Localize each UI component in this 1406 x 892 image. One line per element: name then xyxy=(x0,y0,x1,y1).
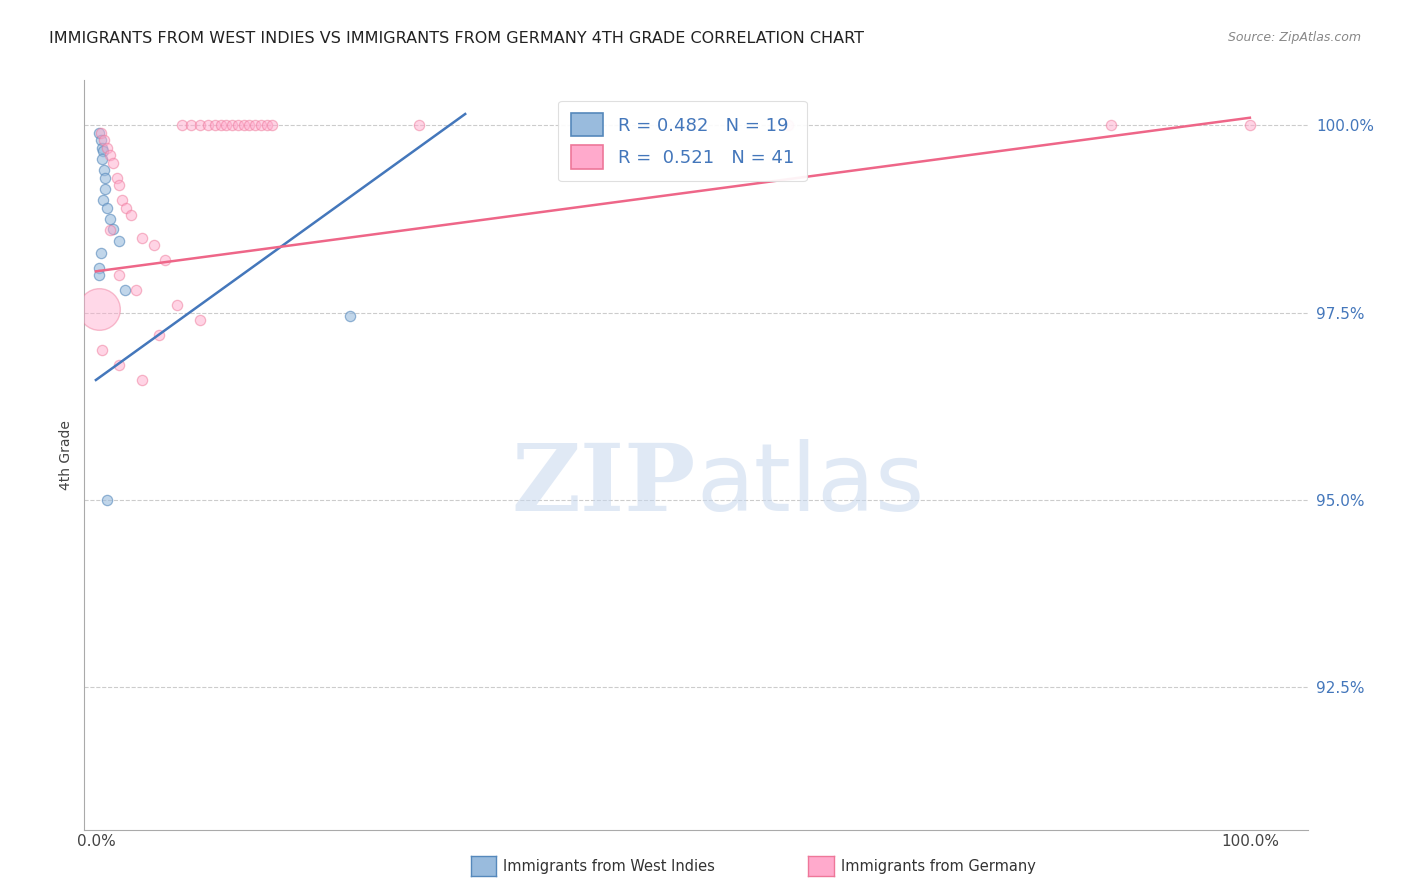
Text: IMMIGRANTS FROM WEST INDIES VS IMMIGRANTS FROM GERMANY 4TH GRADE CORRELATION CHA: IMMIGRANTS FROM WEST INDIES VS IMMIGRANT… xyxy=(49,31,865,46)
Point xyxy=(131,230,153,244)
Point xyxy=(89,126,111,140)
Point xyxy=(90,152,112,166)
Legend: R = 0.482   N = 19, R =  0.521   N = 41: R = 0.482 N = 19, R = 0.521 N = 41 xyxy=(558,101,807,181)
Point xyxy=(1099,118,1122,132)
Text: Source: ZipAtlas.com: Source: ZipAtlas.com xyxy=(1227,31,1361,45)
Point xyxy=(221,118,243,132)
Point xyxy=(1239,118,1261,132)
Point xyxy=(105,170,128,185)
Point xyxy=(103,155,125,169)
Point xyxy=(153,253,176,268)
Point xyxy=(226,118,249,132)
Text: ZIP: ZIP xyxy=(512,440,696,530)
Point xyxy=(108,268,131,282)
Point xyxy=(91,193,114,207)
Point xyxy=(108,235,131,249)
Point xyxy=(89,126,111,140)
Point xyxy=(243,118,266,132)
Point xyxy=(262,118,284,132)
Point xyxy=(89,260,111,275)
Point xyxy=(114,283,136,297)
Point xyxy=(89,301,111,316)
Point xyxy=(90,343,112,357)
Point xyxy=(98,223,121,237)
Point xyxy=(98,148,121,162)
Text: atlas: atlas xyxy=(696,439,924,531)
Point xyxy=(131,373,153,387)
Point xyxy=(89,245,111,260)
Point xyxy=(204,118,226,132)
Point xyxy=(89,268,111,282)
Point xyxy=(96,201,118,215)
Point xyxy=(188,118,211,132)
Point xyxy=(142,238,165,252)
Point xyxy=(339,310,361,324)
Point xyxy=(94,182,117,196)
Point xyxy=(91,145,114,159)
Point xyxy=(188,313,211,327)
Point xyxy=(120,208,142,222)
Point xyxy=(232,118,254,132)
Point xyxy=(96,492,118,507)
Point xyxy=(94,170,117,185)
Point xyxy=(256,118,278,132)
Point xyxy=(197,118,219,132)
Point xyxy=(89,133,111,147)
Point xyxy=(215,118,238,132)
Point xyxy=(111,193,134,207)
Text: Immigrants from West Indies: Immigrants from West Indies xyxy=(503,859,716,873)
Point xyxy=(209,118,232,132)
Text: Immigrants from Germany: Immigrants from Germany xyxy=(841,859,1036,873)
Point xyxy=(93,163,115,178)
Point xyxy=(250,118,273,132)
Point xyxy=(108,178,131,193)
Point xyxy=(148,328,170,343)
Point xyxy=(96,141,118,155)
Y-axis label: 4th Grade: 4th Grade xyxy=(59,420,73,490)
Point xyxy=(103,221,125,235)
Point xyxy=(778,118,800,132)
Point xyxy=(125,283,148,297)
Point xyxy=(166,298,188,312)
Point xyxy=(408,118,430,132)
Point xyxy=(93,133,115,147)
Point xyxy=(115,201,138,215)
Point xyxy=(108,358,131,372)
Point xyxy=(172,118,194,132)
Point xyxy=(238,118,260,132)
Point xyxy=(180,118,202,132)
Point xyxy=(90,141,112,155)
Point xyxy=(98,211,121,226)
